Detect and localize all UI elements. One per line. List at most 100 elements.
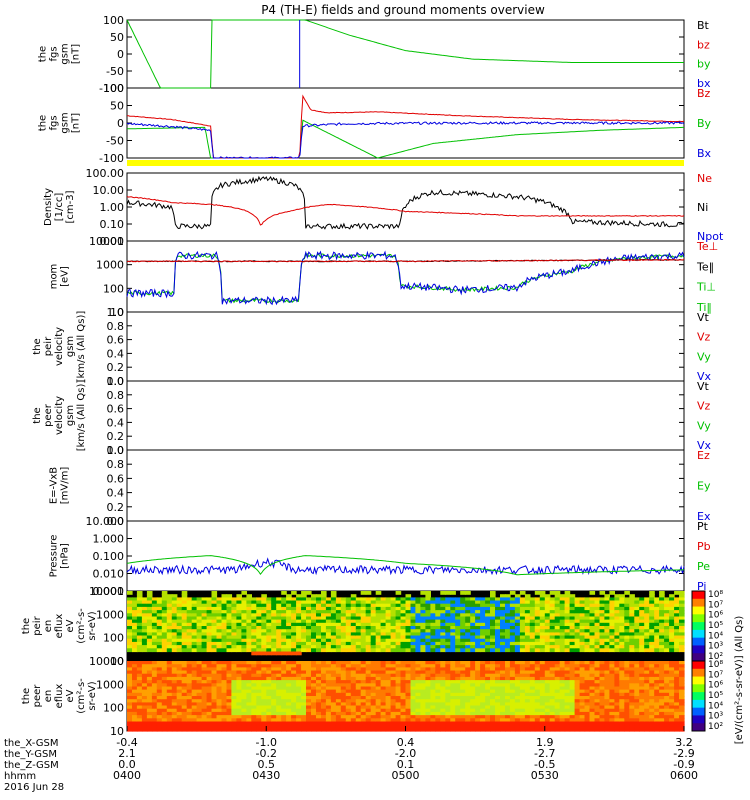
spectrogram-cell [614,680,620,684]
spectrogram-cell [385,613,392,618]
spectrogram-cell [181,686,188,691]
legend-by: by [697,58,711,71]
spectrogram-cell [201,622,208,627]
spectrogram-cell [132,721,138,726]
spectrogram-cell [480,638,486,643]
spectrogram-cell [385,689,392,694]
spectrogram-cell [166,664,173,668]
spectrogram-cell [430,626,436,630]
colorbar-tick-label: 10⁴ [708,701,723,711]
y-tick-label: 10.00 [93,184,125,197]
spectrogram-cell [524,708,531,713]
spectrogram-cell [604,606,610,611]
spectrogram-cell [385,664,392,668]
spectrogram-cell [306,721,312,726]
spectrogram-cell [639,610,645,614]
spectrogram-cell [594,616,601,621]
spectrogram-cell [415,638,421,643]
spectrogram-cell [639,629,645,633]
spectrogram-cell [221,724,228,729]
spectrogram-cell [539,664,546,668]
spectrogram-cell [604,632,610,637]
spectrogram-cell [296,626,302,630]
spectrogram-cell [211,686,218,691]
spectrogram-cell [599,629,606,633]
spectrogram-cell [261,648,267,653]
spectrogram-cell [156,622,163,627]
spectrogram-cell [425,664,431,668]
spectrogram-cell [370,626,377,630]
spectrogram-cell [664,711,670,716]
spectrogram-cell [171,626,178,630]
spectrogram-cell [505,664,511,668]
spectrogram-cell [335,635,342,640]
spectrogram-cell [350,667,357,672]
spectrogram-cell [196,708,203,713]
spectrogram-cell [584,705,591,710]
spectrogram-cell [236,664,242,668]
spectrogram-cell [385,724,392,729]
spectrogram-cell [375,635,382,640]
spectrogram-cell [554,692,561,697]
spectrogram-cell [171,664,178,668]
spectrogram-cell [450,715,456,719]
spectrogram-cell [166,603,173,608]
spectrogram-cell [271,616,277,621]
spectrogram-cell [221,727,228,732]
spectrogram-cell [405,683,412,688]
colorbar-swatch [692,591,705,600]
spectrogram-cell [211,629,218,633]
spectrogram-cell [345,699,352,703]
spectrogram-cell [345,641,352,646]
spectrogram-cell [395,692,402,697]
spectrogram-cell [390,606,397,611]
spectrogram-cell [355,727,362,732]
spectrogram-cell [301,724,307,729]
spectrogram-cell [544,724,551,729]
spectrogram-cell [529,711,536,716]
spectrogram-cell [559,632,566,637]
spectrogram-cell [679,622,685,627]
spectrogram-cell [534,619,541,624]
spectrogram-cell [340,715,347,719]
spectrogram-cell [271,689,277,694]
x-row-value: 2.1 [118,747,136,760]
spectrogram-cell [420,661,426,665]
spectrogram-cell [415,673,421,678]
spectrogram-cell [306,676,312,681]
spectrogram-cell [171,718,178,723]
spectrogram-cell [321,638,327,643]
spectrogram-cell [465,718,471,723]
spectrogram-cell [475,724,481,729]
spectrogram-cell [330,606,337,611]
spectrogram-cell [271,705,277,710]
spectrogram-cell [266,686,272,691]
spectrogram-cell [176,718,183,723]
spectrogram-cell [330,673,337,678]
spectrogram-cell [430,597,436,602]
spectrogram-cell [231,711,237,716]
spectrogram-cell [236,661,242,665]
spectrogram-cell [450,724,456,729]
spectrogram-cell [664,603,670,608]
spectrogram-cell [266,651,272,656]
spectrogram-cell [505,661,511,665]
spectrogram-cell [291,600,297,605]
spectrogram-cell [480,708,486,713]
spectrogram-cell [360,645,367,649]
spectrogram-cell [529,597,536,602]
spectrogram-cell [127,715,133,719]
spectrogram-cell [345,664,352,668]
spectrogram-cell [644,641,650,646]
spectrogram-cell [455,721,461,726]
spectrogram-cell [251,645,257,649]
spectrogram-cell [599,702,606,707]
spectrogram-cell [146,670,153,675]
spectrogram-cell [614,705,620,710]
spectrogram-cell [400,622,407,627]
spectrogram-cell [191,600,198,605]
spectrogram-cell [385,626,392,630]
spectrogram-cell [251,727,257,732]
spectrogram-cell [574,718,581,723]
spectrogram-cell [455,626,461,630]
